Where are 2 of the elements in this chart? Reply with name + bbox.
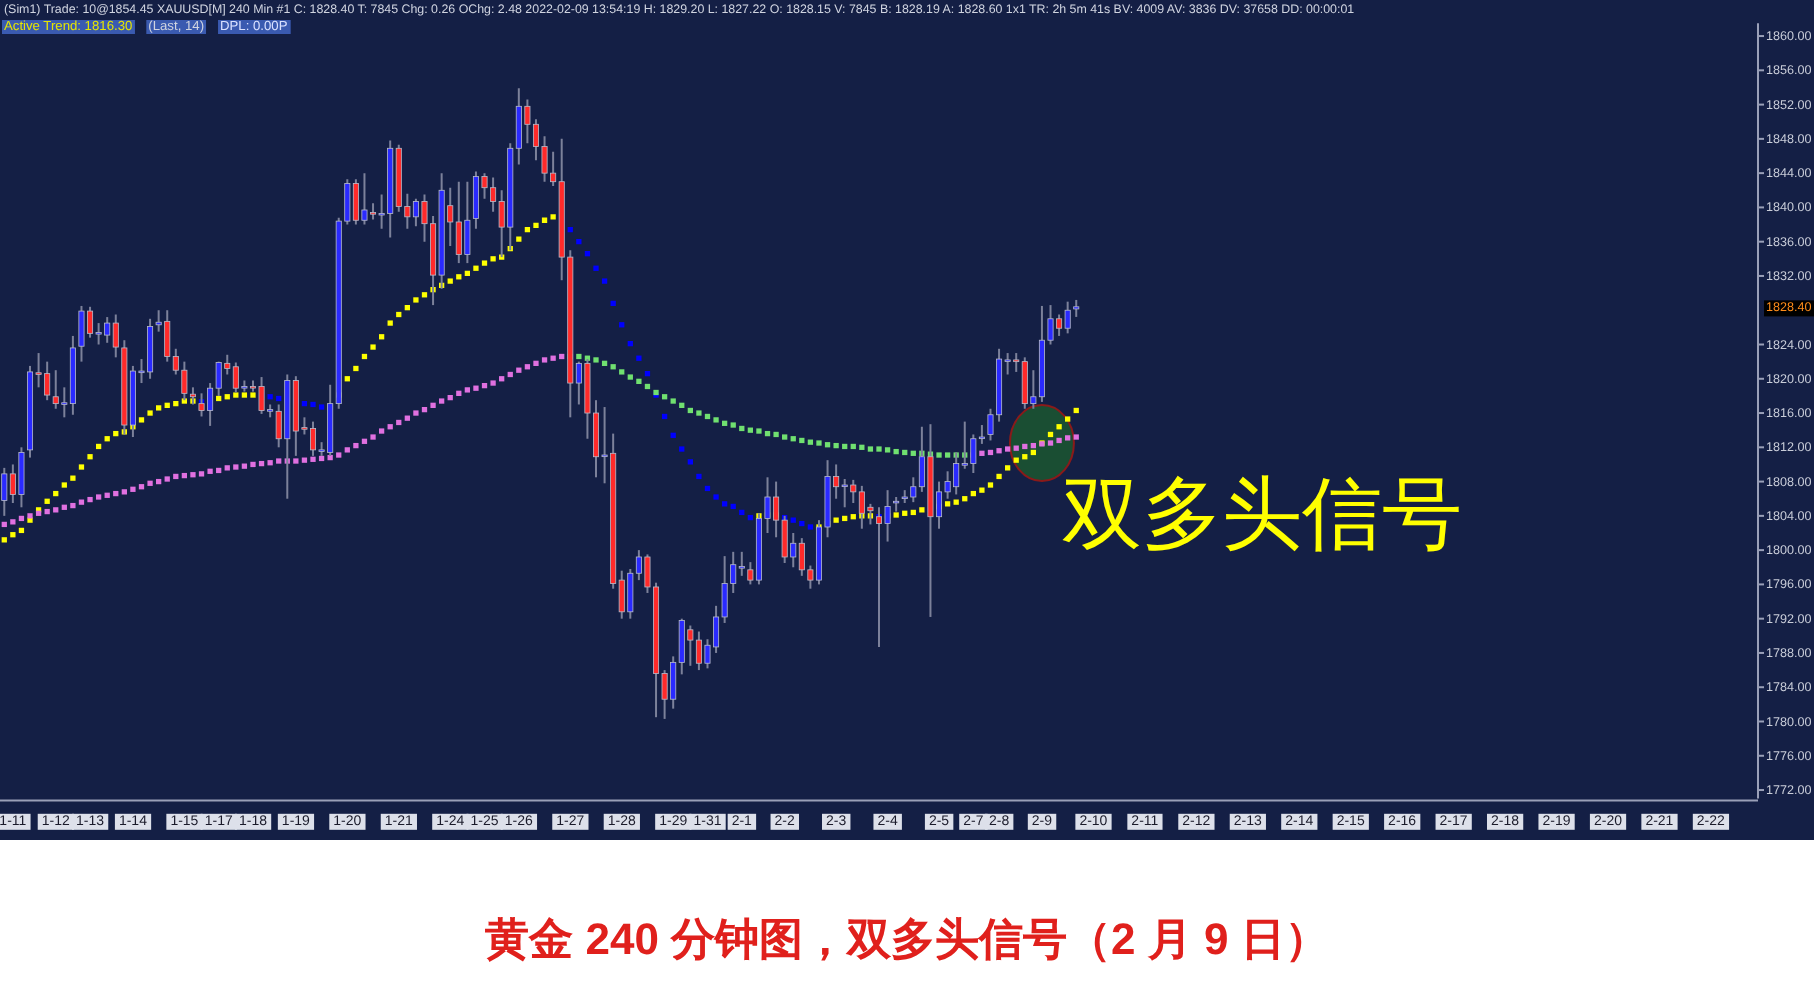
annotation: 双多头信号: [1061, 471, 1462, 560]
text: 黄金 240 分钟图，双多头信号（2 月 9 日）: [483, 914, 1329, 964]
